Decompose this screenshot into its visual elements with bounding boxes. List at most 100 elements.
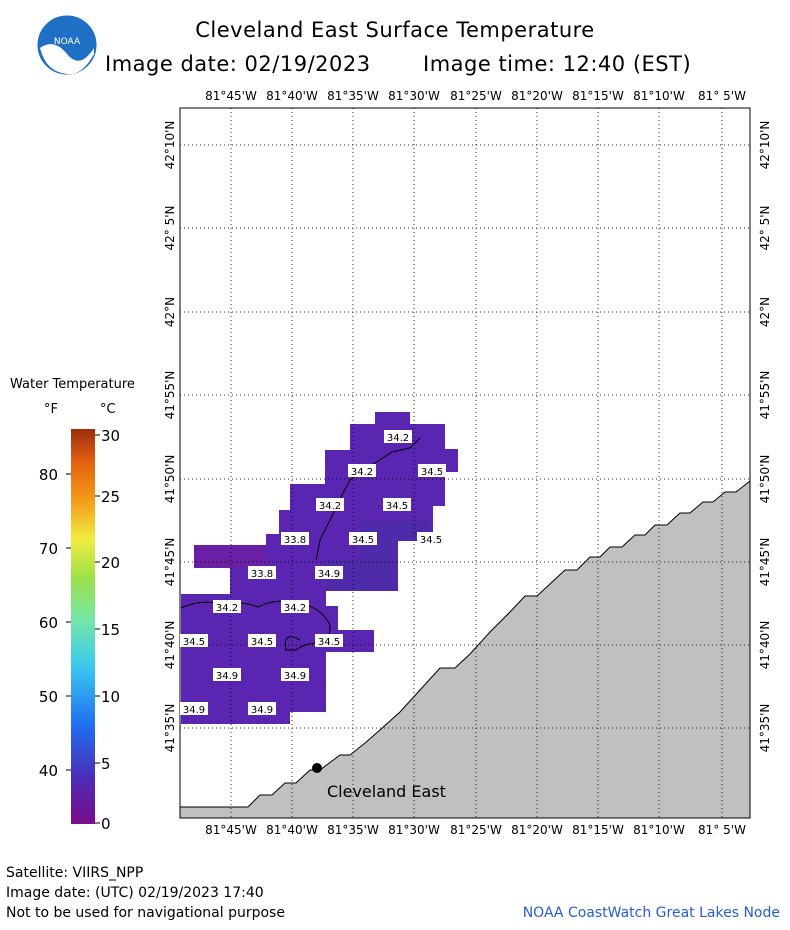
lat-label-left: 41°40'N <box>163 621 177 670</box>
lon-label-top: 81°25'W <box>450 89 502 103</box>
disclaimer: Not to be used for navigational purpose <box>6 905 285 921</box>
image-time: Image time: 12:40 (EST) <box>423 52 692 76</box>
noaa-logo-icon: NOAA <box>36 14 98 76</box>
lon-label-top: 81°10'W <box>633 89 685 103</box>
temperature-label: 34.2 <box>284 603 306 614</box>
temperature-label: 34.9 <box>216 671 238 682</box>
lat-label-left: 41°50'N <box>163 455 177 504</box>
lat-label-right: 41°40'N <box>758 621 772 670</box>
temperature-label: 34.9 <box>251 705 273 716</box>
temperature-label-box <box>383 498 411 511</box>
temperature-label-box <box>315 634 343 647</box>
page-title: Cleveland East Surface Temperature <box>195 18 595 42</box>
temperature-label: 34.5 <box>352 535 374 546</box>
temperature-label-box <box>248 634 276 647</box>
temperature-label: 33.8 <box>284 535 306 546</box>
temperature-label: 34.2 <box>351 467 373 478</box>
lon-label-top: 81°35'W <box>327 89 379 103</box>
temperature-label: 34.5 <box>318 637 340 648</box>
legend-f-tick: 60 <box>39 614 58 632</box>
credit: NOAA CoastWatch Great Lakes Node <box>522 905 780 921</box>
lon-label-top: 81° 5'W <box>698 89 746 103</box>
satellite-info: Satellite: VIIRS_NPP <box>6 865 144 881</box>
temperature-label-box <box>315 566 343 579</box>
lon-label-top: 81°45'W <box>205 89 257 103</box>
temperature-label-box <box>213 600 241 613</box>
temperature-label: 34.5 <box>251 637 273 648</box>
lon-label-bottom: 81°45'W <box>205 823 257 837</box>
temperature-label: 34.2 <box>319 501 341 512</box>
temperature-label-box <box>213 668 241 681</box>
lat-label-left: 42° 5'N <box>163 206 177 251</box>
temperature-label-box <box>384 430 412 443</box>
temperature-label: 34.2 <box>387 433 409 444</box>
lon-label-top: 81°40'W <box>266 89 318 103</box>
temperature-label-box <box>248 566 276 579</box>
legend-unit-f: °F <box>44 402 58 417</box>
lon-label-top: 81°20'W <box>511 89 563 103</box>
legend-c-tick: 20 <box>101 554 120 572</box>
temperature-label: 34.5 <box>386 501 408 512</box>
lat-label-right: 42° 5'N <box>758 206 772 251</box>
temperature-label-box <box>418 464 446 477</box>
lat-label-right: 42°10'N <box>758 121 772 170</box>
lat-label-right: 41°45'N <box>758 538 772 587</box>
image-date: Image date: 02/19/2023 <box>105 52 371 76</box>
station-label: Cleveland East <box>327 782 446 801</box>
lat-label-left: 41°55'N <box>163 371 177 420</box>
lat-label-right: 41°35'N <box>758 704 772 753</box>
lon-label-top: 81°15'W <box>572 89 624 103</box>
temperature-label-box <box>349 532 377 545</box>
lat-label-left: 41°45'N <box>163 538 177 587</box>
legend-f-tick: 50 <box>39 688 58 706</box>
legend-f-tick: 70 <box>39 540 58 558</box>
temperature-label-box <box>180 702 208 715</box>
utc-date: Image date: (UTC) 02/19/2023 17:40 <box>6 885 264 901</box>
temperature-label: 34.2 <box>216 603 238 614</box>
temperature-label: 34.5 <box>183 637 205 648</box>
lat-label-left: 42°10'N <box>163 121 177 170</box>
temperature-label-box <box>180 634 208 647</box>
legend-c-tick: 25 <box>101 488 120 506</box>
lat-label-left: 41°35'N <box>163 704 177 753</box>
lon-label-bottom: 81°25'W <box>450 823 502 837</box>
station-marker <box>312 763 322 773</box>
lon-label-bottom: 81°20'W <box>511 823 563 837</box>
lon-label-bottom: 81°15'W <box>572 823 624 837</box>
lat-label-right: 42°N <box>758 297 772 327</box>
legend-f-tick: 40 <box>39 762 58 780</box>
temperature-label: 34.9 <box>318 569 340 580</box>
temperature-label: 34.5 <box>421 467 443 478</box>
temperature-label-box <box>348 464 376 477</box>
legend-f-tick: 80 <box>39 466 58 484</box>
logo-text: NOAA <box>54 37 81 47</box>
legend-c-tick: 0 <box>101 815 111 833</box>
lon-label-bottom: 81°40'W <box>266 823 318 837</box>
legend-c-tick: 10 <box>101 688 120 706</box>
legend-c-tick: 5 <box>101 755 111 773</box>
legend-c-tick: 30 <box>101 427 120 445</box>
temperature-label-box <box>281 668 309 681</box>
lon-label-bottom: 81°35'W <box>327 823 379 837</box>
lat-label-right: 41°50'N <box>758 455 772 504</box>
legend-title: Water Temperature <box>10 377 135 392</box>
lat-label-right: 41°55'N <box>758 371 772 420</box>
lat-label-left: 42°N <box>163 297 177 327</box>
lon-label-top: 81°30'W <box>388 89 440 103</box>
temperature-label: 34.9 <box>284 671 306 682</box>
lon-label-bottom: 81° 5'W <box>698 823 746 837</box>
temperature-label-box <box>316 498 344 511</box>
temperature-label: 34.9 <box>183 705 205 716</box>
lon-label-bottom: 81°10'W <box>633 823 685 837</box>
legend-c-tick: 15 <box>101 621 120 639</box>
temperature-label-box <box>281 532 309 545</box>
temperature-label-box <box>417 532 445 545</box>
temperature-label: 33.8 <box>251 569 273 580</box>
temperature-label-box <box>248 702 276 715</box>
temperature-label: 34.5 <box>420 535 442 546</box>
legend-unit-c: °C <box>100 402 116 417</box>
lon-label-bottom: 81°30'W <box>388 823 440 837</box>
temperature-label-box <box>281 600 309 613</box>
